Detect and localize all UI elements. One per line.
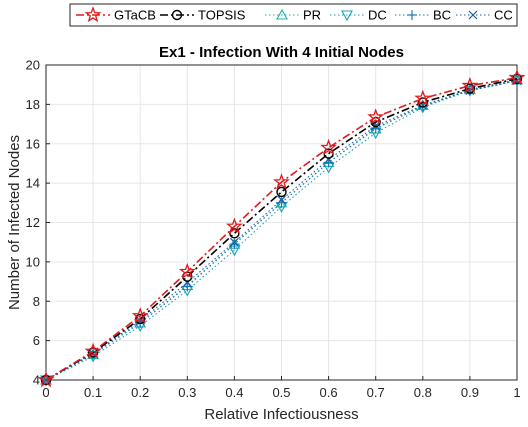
data-point-gtacb	[508, 68, 526, 85]
legend-label-cc: CC	[494, 8, 513, 23]
legend-marker-dc	[341, 10, 353, 22]
x-tick-label: 0.4	[225, 385, 243, 400]
chart-title: Ex1 - Infection With 4 Initial Nodes	[159, 44, 404, 61]
x-tick-label: 0.3	[178, 385, 196, 400]
axis-ticks: 0 0.1 0.2 0.3 0.4 0.5 0.6 0.7 0.8 0.9 146810121416…	[26, 58, 521, 401]
data-point-gtacb	[414, 89, 432, 106]
legend-entry-dc[interactable]: DC	[330, 8, 387, 23]
x-tick-label: 0	[42, 385, 49, 400]
series-line-gtacb	[45, 77, 518, 381]
legend-marker-gtacb	[84, 6, 102, 23]
legend-marker-bc	[407, 10, 417, 20]
data-point-gtacb	[273, 173, 290, 190]
legend-label-bc: BC	[433, 8, 451, 23]
y-tick-label: 10	[26, 254, 40, 269]
series-line-topsis	[45, 77, 518, 381]
legend-marker-topsis	[171, 9, 183, 21]
data-point-gtacb	[367, 108, 385, 125]
legend-entry-pr[interactable]: PR	[265, 8, 321, 23]
legend-entry-topsis[interactable]: TOPSIS	[160, 8, 246, 23]
data-point-bc	[229, 239, 240, 250]
y-tick-label: 16	[26, 136, 40, 151]
data-point-gtacb	[178, 262, 196, 279]
legend-entry-gtacb[interactable]: GTaCB	[76, 6, 156, 23]
y-tick-label: 12	[26, 215, 40, 230]
data-point-gtacb	[461, 76, 479, 93]
data-point-gtacb	[37, 371, 55, 388]
legend-entry-bc[interactable]: BC	[395, 8, 451, 23]
series-gtacb	[37, 68, 526, 388]
y-tick-label: 8	[33, 294, 40, 309]
legend-label-topsis: TOPSIS	[198, 8, 246, 23]
data-point-cc	[229, 237, 239, 247]
y-tick-label: 20	[26, 58, 40, 73]
x-tick-label: 0.1	[84, 385, 102, 400]
data-point-gtacb	[131, 307, 149, 324]
x-tick-label: 0.6	[320, 385, 338, 400]
x-tick-label: 0.8	[414, 385, 432, 400]
y-tick-label: 6	[33, 333, 40, 348]
series-lines	[37, 68, 526, 388]
legend-label-dc: DC	[368, 8, 387, 23]
data-point-topsis	[417, 97, 428, 108]
x-tick-label: 0.5	[272, 385, 290, 400]
legend-entry-cc[interactable]: CC	[456, 8, 513, 23]
legend-label-pr: PR	[303, 8, 321, 23]
data-point-gtacb	[320, 138, 338, 155]
data-point-gtacb	[84, 342, 102, 359]
x-axis-label: Relative Infectiousness	[204, 406, 358, 423]
data-point-cc	[277, 195, 286, 205]
data-point-gtacb	[225, 217, 243, 234]
x-tick-label: 0.9	[461, 385, 479, 400]
x-tick-label: 0.2	[131, 385, 149, 400]
y-axis-label: Number of Infected Nodes	[6, 135, 23, 310]
y-tick-label: 14	[26, 176, 40, 191]
data-point-topsis	[276, 186, 287, 198]
legend-marker-cc	[468, 10, 478, 20]
data-point-topsis	[464, 83, 476, 94]
x-tick-label: 0.7	[367, 385, 385, 400]
data-point-topsis	[87, 347, 99, 358]
legend[interactable]: GTaCB TOPSIS PR DC BC CC	[69, 3, 518, 27]
y-tick-label: 18	[26, 97, 40, 112]
y-tick-label: 4	[33, 373, 40, 388]
legend-marker-pr	[276, 8, 288, 20]
legend-label-gtacb: GTaCB	[114, 8, 156, 23]
x-tick-label: 1	[513, 385, 520, 400]
